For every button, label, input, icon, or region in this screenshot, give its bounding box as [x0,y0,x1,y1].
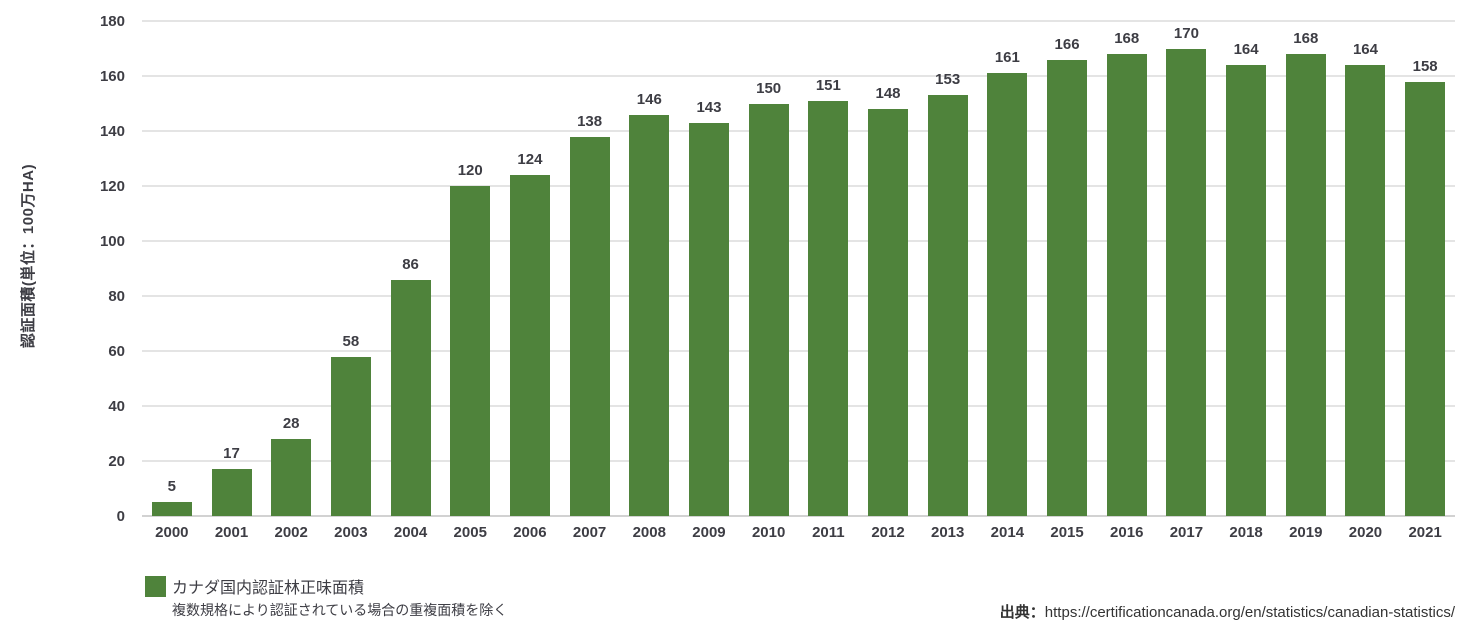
y-tick-label-100: 100 [99,232,125,250]
x-tick-label-2011: 2011 [812,524,845,541]
bar-value-label-2000: 5 [167,478,176,496]
bar-value-label-2004: 86 [402,255,419,273]
y-axis-tick-labels: 0 20 40 60 80 100 120 140 160 180 [0,13,128,525]
bar-value-label-2009: 143 [696,98,722,116]
bar-value-label-2014: 161 [994,49,1020,67]
bar-value-label-2015: 166 [1054,35,1080,53]
x-tick-label-2014: 2014 [990,524,1025,541]
bar-value-label-2002: 28 [282,415,300,432]
x-tick-label-2006: 2006 [513,524,547,541]
bar-2021 [1405,81,1446,516]
bar-value-label-2006: 124 [517,151,543,168]
bar-value-label-2019: 168 [1293,30,1319,47]
x-tick-label-2000: 2000 [155,524,189,541]
gridline-0 [142,515,1455,517]
bar-2008 [629,114,670,516]
bar-2014 [987,73,1028,516]
bar-2017 [1166,48,1207,516]
y-tick-label-40: 40 [108,397,125,415]
x-tick-label-2015: 2015 [1050,524,1084,541]
gridline-40 [142,405,1455,407]
bar-2006 [509,175,550,516]
bar-value-label-2018: 164 [1233,41,1259,58]
bar-2002 [271,439,312,516]
bar-2004 [390,279,431,516]
x-tick-label-2020: 2020 [1348,524,1383,541]
bar-2015 [1047,59,1088,516]
bar-2020 [1345,65,1386,516]
x-tick-label-2007: 2007 [572,524,607,541]
bar-value-label-2016: 168 [1114,30,1140,47]
x-tick-label-2010: 2010 [751,524,786,541]
y-tick-label-140: 140 [99,122,125,140]
bar-value-label-2020: 164 [1352,41,1378,58]
bar-2000 [151,502,192,516]
bar-value-label-2011: 151 [815,76,841,94]
gridline-100 [142,240,1455,242]
bar-2011 [808,100,849,516]
y-tick-label-80: 80 [108,287,125,305]
bar-value-label-2017: 170 [1173,24,1199,42]
x-tick-label-2008: 2008 [632,524,666,541]
x-tick-label-2002: 2002 [274,524,308,541]
y-tick-label-60: 60 [108,342,125,360]
bar-value-label-2001: 17 [223,445,240,463]
bar-2013 [927,95,968,516]
gridline-180 [142,20,1455,22]
x-tick-label-2009: 2009 [692,524,726,541]
bar-2012 [868,109,909,516]
x-tick-label-2013: 2013 [931,524,965,541]
bar-2009 [688,122,729,516]
x-tick-label-2021: 2021 [1408,524,1442,541]
source-prefix: 出典： [999,604,1045,621]
bar-value-label-2012: 148 [875,85,901,102]
legend-note: 複数規格により認証されている場合の重複面積を除く [172,602,508,618]
x-tick-label-2016: 2016 [1110,524,1144,541]
bar-2016 [1106,54,1147,516]
x-tick-label-2005: 2005 [453,524,487,541]
gridline-160 [142,75,1455,77]
legend-series-label: カナダ国内認証林正味面積 [172,580,365,597]
bar-2010 [748,103,789,516]
x-tick-label-2018: 2018 [1229,524,1263,541]
bar-2019 [1285,54,1326,516]
legend-color-swatch [145,576,166,597]
x-tick-label-2012: 2012 [871,524,905,541]
x-tick-label-2001: 2001 [214,524,249,541]
y-tick-label-160: 160 [99,67,125,85]
bar-value-label-2003: 58 [342,332,360,350]
bar-2018 [1226,65,1267,516]
bar-value-label-2021: 158 [1412,57,1438,75]
bar-2005 [450,186,491,516]
x-tick-label-2003: 2003 [334,524,368,541]
bar-2007 [569,136,610,516]
x-tick-label-2017: 2017 [1169,524,1204,541]
bar-value-label-2008: 146 [636,90,662,108]
source-url: https://certificationcanada.org/en/stati… [1044,604,1455,621]
gridline-140 [142,130,1455,132]
x-tick-label-2019: 2019 [1289,524,1323,541]
y-tick-label-120: 120 [99,177,125,195]
gridline-80 [142,295,1455,297]
bar-2001 [211,469,252,516]
gridline-60 [142,350,1455,352]
plot-area: 5 2000 17 2001 28 2002 58 2003 86 2004 120 2005 124 2… [142,20,1455,541]
source-citation: 出典：https://certificationcanada.org/en/st… [1000,601,1455,622]
y-tick-label-0: 0 [116,507,125,525]
bar-value-label-2013: 153 [935,71,961,89]
gridline-20 [142,460,1455,462]
x-tick-label-2004: 2004 [393,524,428,541]
gridline-120 [142,185,1455,187]
bar-value-label-2007: 138 [577,112,603,130]
y-tick-label-20: 20 [108,452,125,470]
bar-value-label-2005: 120 [457,162,483,179]
y-tick-label-180: 180 [99,12,125,30]
bar-value-label-2010: 150 [756,79,782,97]
bar-2003 [330,356,371,516]
